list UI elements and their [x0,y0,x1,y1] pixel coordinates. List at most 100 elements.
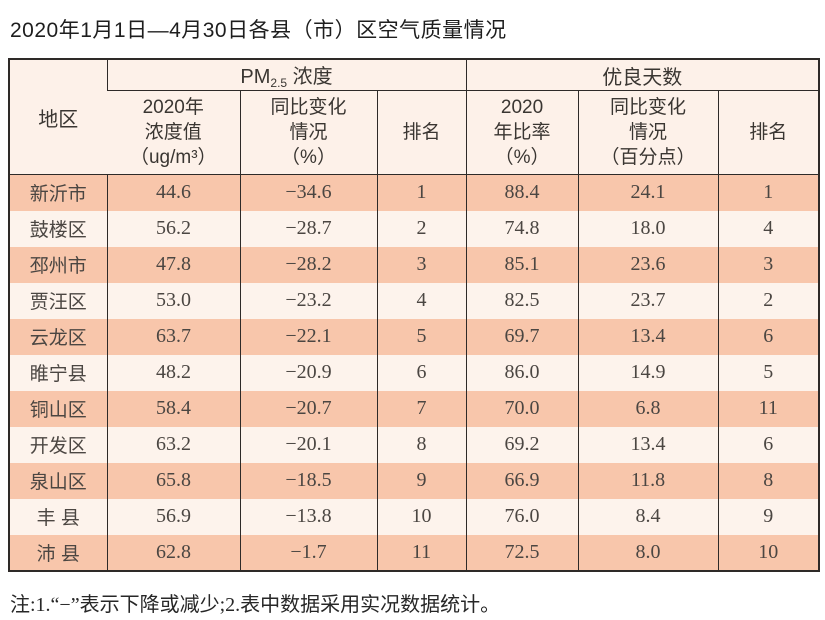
table-row: 泉山区 65.8 −18.5 9 66.9 11.8 8 [9,462,820,499]
good-rank-cell: 1 [717,174,820,211]
good-rate-cell: 76.0 [465,498,579,535]
page-title: 2020年1月1日—4月30日各县（市）区空气质量情况 [10,19,507,42]
footnote: 注:1.“−”表示下降或减少;2.表中数据采用实况数据统计。 [10,593,501,616]
good-rank-cell: 6 [717,318,820,355]
good-rate-cell: 69.7 [465,318,579,355]
good-change-cell: 8.0 [577,534,719,571]
good-rate-cell: 66.9 [465,462,579,499]
pm-change-cell: −20.7 [239,390,377,427]
good-rate-cell: 72.5 [465,534,579,571]
pm25-label-subscript: 2.5 [270,76,288,90]
pm-rank-header: 排名 [376,90,467,175]
pm25-label-suffix: 浓度 [287,66,333,88]
pm-change-cell: −13.8 [239,498,377,535]
good-days-group-header: 优良天数 [465,59,820,91]
pm-value-cell: 48.2 [106,354,240,391]
good-change-cell: 13.4 [577,426,719,463]
pm-rank-cell: 9 [376,462,467,499]
good-change-cell: 13.4 [577,318,719,355]
pm-value-cell: 63.2 [106,426,240,463]
sub-header-row: 2020年 浓度值 （ug/m³） 同比变化 情况 （%） 排名 2020 年比… [9,90,820,175]
region-cell: 云龙区 [9,318,107,355]
pm-value-cell: 53.0 [106,282,240,319]
good-rate-cell: 74.8 [465,210,579,247]
good-rank-cell: 2 [717,282,820,319]
pm-change-cell: −22.1 [239,318,377,355]
good-rate-cell: 88.4 [465,174,579,211]
pm25-label-prefix: PM [240,66,271,88]
pm-value-cell: 56.9 [106,498,240,535]
pm-rank-cell: 8 [376,426,467,463]
pm-change-cell: −23.2 [239,282,377,319]
pm-change-cell: −34.6 [239,174,377,211]
region-cell: 沛 县 [9,534,107,571]
pm-change-cell: −1.7 [239,534,377,571]
pm-change-header: 同比变化 情况 （%） [239,90,377,175]
pm-rank-cell: 4 [376,282,467,319]
pm-value-cell: 44.6 [106,174,240,211]
good-change-cell: 6.8 [577,390,719,427]
table-row: 丰 县 56.9 −13.8 10 76.0 8.4 9 [9,498,820,535]
good-rate-cell: 82.5 [465,282,579,319]
region-cell: 睢宁县 [9,354,107,391]
pm-value-cell: 63.7 [106,318,240,355]
table-row: 云龙区 63.7 −22.1 5 69.7 13.4 6 [9,318,820,355]
good-rate-cell: 69.2 [465,426,579,463]
pm-rank-cell: 7 [376,390,467,427]
pm-change-cell: −20.1 [239,426,377,463]
good-rate-cell: 70.0 [465,390,579,427]
good-change-cell: 23.6 [577,246,719,283]
pm-rank-cell: 10 [376,498,467,535]
good-change-cell: 14.9 [577,354,719,391]
pm-rank-cell: 3 [376,246,467,283]
good-change-header: 同比变化 情况 （百分点） [577,90,719,175]
table-body: 新沂市 44.6 −34.6 1 88.4 24.1 1 鼓楼区 56.2 −2… [9,174,820,571]
region-cell: 铜山区 [9,390,107,427]
pm25-group-header: PM2.5 浓度 [106,59,467,91]
table-row: 邳州市 47.8 −28.2 3 85.1 23.6 3 [9,246,820,283]
good-rank-cell: 5 [717,354,820,391]
pm-rank-cell: 1 [376,174,467,211]
table-row: 沛 县 62.8 −1.7 11 72.5 8.0 10 [9,534,820,571]
table-row: 鼓楼区 56.2 −28.7 2 74.8 18.0 4 [9,210,820,247]
pm-value-cell: 56.2 [106,210,240,247]
good-rank-cell: 6 [717,426,820,463]
region-cell: 邳州市 [9,246,107,283]
table-row: 贾汪区 53.0 −23.2 4 82.5 23.7 2 [9,282,820,319]
region-cell: 开发区 [9,426,107,463]
table-row: 新沂市 44.6 −34.6 1 88.4 24.1 1 [9,174,820,211]
pm-value-header: 2020年 浓度值 （ug/m³） [107,90,240,175]
pm-value-cell: 47.8 [106,246,240,283]
pm-value-cell: 65.8 [106,462,240,499]
pm-rank-cell: 6 [376,354,467,391]
region-cell: 鼓楼区 [9,210,107,247]
good-rank-cell: 11 [717,390,820,427]
pm-rank-cell: 2 [376,210,467,247]
table-row: 睢宁县 48.2 −20.9 6 86.0 14.9 5 [9,354,820,391]
good-change-cell: 24.1 [577,174,719,211]
group-header-row: 地区 PM2.5 浓度 优良天数 [9,59,820,175]
pm-change-cell: −28.7 [239,210,377,247]
good-rate-header: 2020 年比率 （%） [465,90,579,175]
good-change-cell: 18.0 [577,210,719,247]
good-rank-cell: 3 [717,246,820,283]
good-change-cell: 23.7 [577,282,719,319]
good-rank-header: 排名 [717,90,820,175]
region-cell: 丰 县 [9,498,107,535]
table-row: 开发区 63.2 −20.1 8 69.2 13.4 6 [9,426,820,463]
good-rank-cell: 10 [717,534,820,571]
good-rank-cell: 4 [717,210,820,247]
air-quality-table: 地区 PM2.5 浓度 优良天数 2020年 浓度值 （ug/m³） 同比变化 … [8,58,821,572]
good-rate-cell: 85.1 [465,246,579,283]
region-column-header: 地区 [9,59,107,175]
good-rank-cell: 8 [717,462,820,499]
pm-change-cell: −18.5 [239,462,377,499]
pm-change-cell: −28.2 [239,246,377,283]
pm-value-cell: 62.8 [106,534,240,571]
pm-rank-cell: 11 [376,534,467,571]
table-row: 铜山区 58.4 −20.7 7 70.0 6.8 11 [9,390,820,427]
pm-change-cell: −20.9 [239,354,377,391]
pm-value-cell: 58.4 [106,390,240,427]
region-cell: 泉山区 [9,462,107,499]
